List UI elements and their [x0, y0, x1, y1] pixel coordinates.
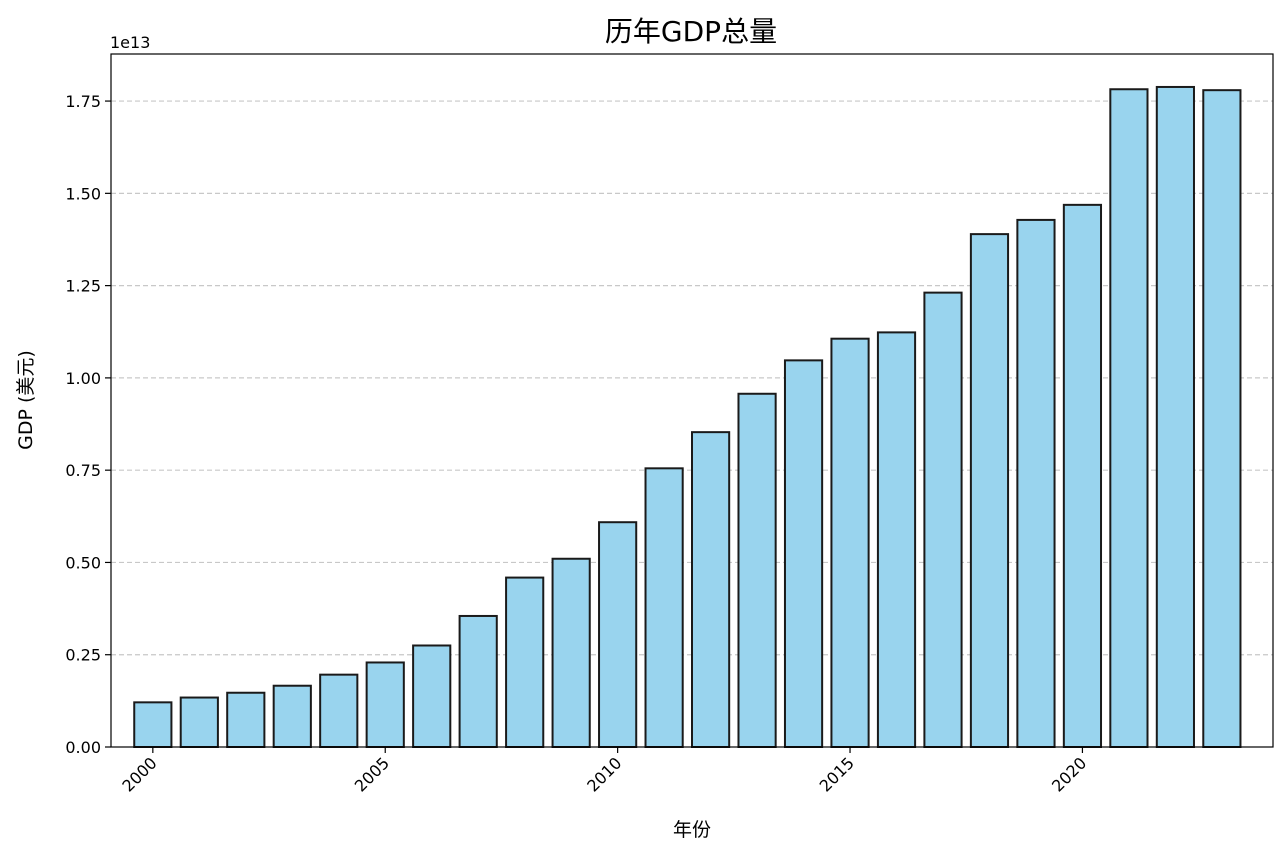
- bar-2008: [505, 576, 545, 748]
- bar-2006: [412, 644, 452, 749]
- x-tick-label: 2015: [816, 753, 858, 795]
- bar-2012: [691, 431, 731, 748]
- bar-2009: [551, 557, 591, 749]
- x-tick-label: 2000: [118, 753, 160, 795]
- y-axis: 0.00 0.25 0.50 0.75 1.00 1.25 1.50 1.75: [65, 92, 111, 757]
- y-tick-label: 1.50: [65, 184, 101, 203]
- x-tick-label: 2005: [351, 753, 393, 795]
- x-axis: 2000 2005 2010 2015 2020: [118, 747, 1090, 796]
- bar-2019: [1016, 218, 1056, 748]
- bar-2016: [876, 331, 917, 748]
- bar-2021: [1109, 88, 1149, 748]
- y-tick-label: 0.25: [65, 646, 101, 665]
- x-axis-label: 年份: [673, 819, 711, 841]
- bars: [133, 85, 1242, 749]
- plot-frame: [110, 53, 1274, 748]
- bar-2015: [830, 337, 870, 748]
- bar-2020: [1062, 203, 1103, 749]
- bar-2018: [969, 233, 1010, 748]
- bar-2000: [133, 701, 173, 749]
- bar-2014: [783, 359, 824, 748]
- bar-2002: [226, 691, 266, 749]
- bar-2007: [458, 614, 498, 749]
- bar-2003: [272, 684, 312, 748]
- y-tick-label: 1.25: [65, 277, 101, 296]
- bar-2001: [179, 696, 219, 749]
- y-tick-label: 0.75: [65, 461, 101, 480]
- y-tick-label: 1.00: [65, 369, 101, 388]
- y-axis-offset-label: 1e13: [110, 33, 150, 52]
- y-tick-label: 0.00: [65, 738, 101, 757]
- bar-2013: [737, 392, 777, 748]
- bar-2010: [598, 521, 638, 748]
- y-axis-label: GDP (美元): [15, 350, 37, 450]
- bar-2004: [319, 673, 359, 748]
- y-tick-label: 1.75: [65, 92, 101, 111]
- bar-2017: [923, 291, 963, 748]
- bar-2011: [644, 467, 684, 748]
- y-tick-label: 0.50: [65, 553, 101, 572]
- bar-2023: [1202, 89, 1242, 749]
- bar-2022: [1155, 85, 1195, 749]
- x-tick-label: 2020: [1048, 753, 1090, 795]
- chart-title: 历年GDP总量: [605, 15, 777, 48]
- x-tick-label: 2010: [583, 753, 625, 795]
- bar-2005: [365, 661, 405, 748]
